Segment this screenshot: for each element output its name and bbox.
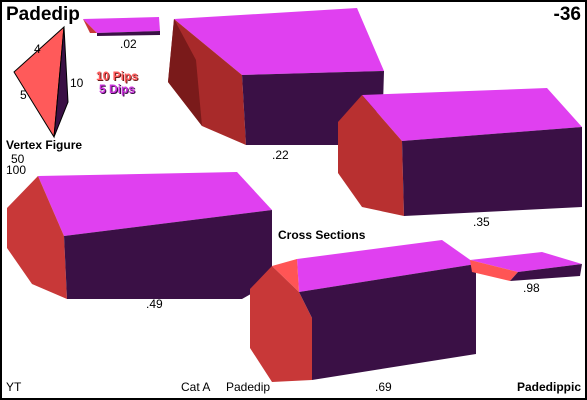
section-top-face [174, 8, 384, 75]
vertex-edge-label: 4 [34, 42, 41, 56]
author-label: YT [6, 380, 22, 394]
family-label: Padedippic [516, 380, 581, 394]
section-front-face [299, 264, 476, 380]
cross-section-69 [250, 240, 476, 382]
vertex-value: 100 [6, 163, 27, 177]
section-top-face [362, 88, 582, 141]
vertex-figure-drawing [13, 25, 69, 139]
section-front-face [64, 210, 272, 299]
vertex-figure-dark-face [53, 26, 69, 138]
cross-section-98 [470, 252, 582, 281]
section-value: .49 [146, 297, 163, 311]
section-value: .02 [120, 37, 137, 51]
section-value: .98 [523, 281, 540, 295]
vertex-edge-label: 10 [70, 76, 84, 90]
vertex-figure-label: Vertex Figure [6, 138, 83, 152]
section-side-face [338, 95, 404, 216]
polytope-name-label: Padedip [226, 380, 271, 394]
dips-count: 5 Dips [99, 82, 136, 96]
section-side-face [250, 266, 312, 382]
vertex-edge-label: 5 [20, 88, 27, 102]
cross-section-49 [7, 172, 272, 299]
section-top-face [297, 240, 476, 292]
page-title: Padedip [6, 4, 80, 25]
section-top-face [38, 172, 272, 236]
cross-section-02 [83, 17, 160, 36]
section-side-face [83, 19, 97, 33]
section-front-face [97, 31, 160, 36]
vertex-value: 50 [11, 152, 25, 166]
section-side-shadow [168, 19, 202, 126]
polytope-index: -36 [553, 4, 581, 25]
pips-count: 10 Pips [96, 69, 139, 83]
section-value: .22 [272, 148, 289, 162]
section-top-face [83, 17, 160, 33]
section-side-light [272, 259, 299, 292]
section-value: .35 [473, 215, 490, 229]
section-front-face [402, 127, 582, 216]
cross-sections-label: Cross Sections [278, 228, 366, 242]
category-label: Cat A [181, 380, 211, 394]
section-value: .69 [375, 380, 392, 394]
section-side-face [7, 176, 67, 299]
section-front-face [510, 264, 582, 281]
cross-section-35 [338, 88, 582, 216]
section-side-face [470, 260, 518, 281]
